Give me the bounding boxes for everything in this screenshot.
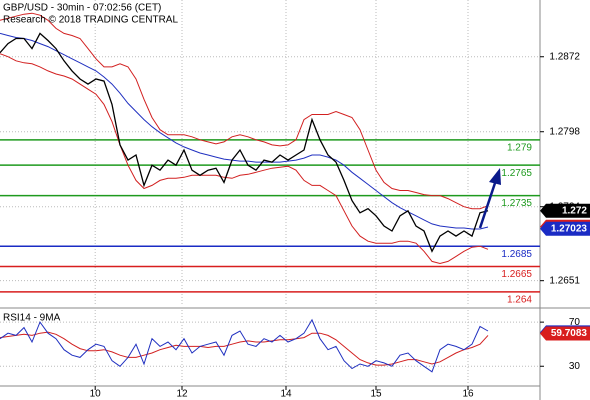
- level-label: 1.2665: [501, 269, 532, 280]
- y-tick-label: 1.2798: [549, 126, 580, 137]
- x-tick-label: 16: [462, 389, 474, 400]
- series-line: [0, 318, 489, 373]
- chart-title: RSI14 - 9MA: [3, 313, 61, 324]
- x-tick-label: 12: [176, 389, 188, 400]
- chart-title: GBP/USD - 30min - 07:02:56 (CET): [3, 3, 161, 14]
- series-line: [0, 53, 489, 265]
- trend-arrowhead: [489, 168, 501, 185]
- series-line: [0, 12, 489, 210]
- y-tick-label: 1.2651: [549, 275, 580, 286]
- x-tick-label: 15: [370, 389, 382, 400]
- level-label: 1.264: [507, 294, 532, 305]
- price-tag: [540, 221, 590, 236]
- price-tag: [540, 203, 590, 218]
- x-tick-label: 14: [280, 389, 292, 400]
- price-tag-label: 59.7083: [551, 328, 588, 339]
- x-tick-label: 10: [90, 389, 102, 400]
- chart-subtitle: Research © 2018 TRADING CENTRAL: [3, 15, 178, 26]
- price-tag-label: 1.272: [562, 205, 587, 216]
- price-tag-label: 1.27023: [551, 223, 588, 234]
- series-line: [0, 331, 489, 366]
- level-label: 1.2765: [501, 168, 532, 179]
- y-tick-label: 30: [569, 361, 581, 372]
- series-line: [0, 32, 489, 253]
- level-label: 1.2685: [501, 249, 532, 260]
- level-label: 1.2735: [501, 198, 532, 209]
- price-tag: [540, 326, 590, 341]
- y-tick-label: 1.2872: [549, 51, 580, 62]
- level-label: 1.279: [507, 142, 532, 153]
- y-tick-label: 70: [569, 317, 581, 328]
- trend-arrow: [478, 179, 498, 229]
